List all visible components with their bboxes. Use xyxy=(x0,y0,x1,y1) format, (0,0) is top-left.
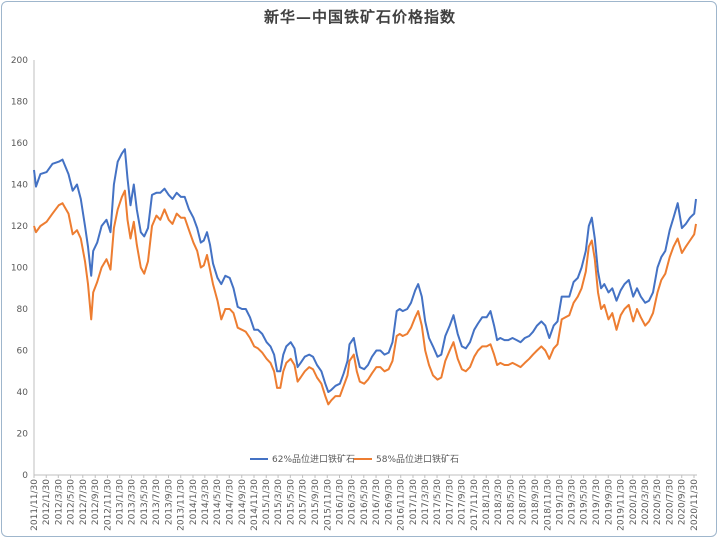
x-tick-label: 2019/9/30 xyxy=(604,479,614,525)
x-tick-label: 2012/11/30 xyxy=(103,479,113,531)
x-tick-label: 2017/7/30 xyxy=(445,479,455,525)
series-line-2 xyxy=(33,189,697,406)
x-tick-label: 2019/7/30 xyxy=(592,479,602,525)
x-tick-label: 2015/5/30 xyxy=(286,479,296,525)
y-tick-label: 180 xyxy=(11,98,28,108)
x-tick-label: 2014/11/30 xyxy=(250,479,260,531)
x-tick-label: 2016/1/30 xyxy=(336,479,346,525)
y-tick-label: 120 xyxy=(11,222,28,232)
x-tick-label: 2014/3/30 xyxy=(201,479,211,525)
y-tick-label: 200 xyxy=(11,56,28,66)
x-tick-label: 2017/3/30 xyxy=(421,479,431,525)
x-tick-label: 2015/11/30 xyxy=(323,479,333,531)
x-tick-label: 2020/9/30 xyxy=(678,479,688,525)
y-tick-label: 80 xyxy=(17,305,29,315)
axes xyxy=(33,60,697,476)
x-tick-label: 2013/1/30 xyxy=(116,479,126,525)
y-tick-label: 140 xyxy=(11,181,28,191)
x-tick-label: 2019/5/30 xyxy=(580,479,590,525)
x-tick-label: 2020/3/30 xyxy=(641,479,651,525)
x-tick-label: 2019/3/30 xyxy=(567,479,577,525)
x-tick-label: 2015/7/30 xyxy=(299,479,309,525)
x-tick-label: 2015/9/30 xyxy=(311,479,321,525)
x-tick-label: 2018/11/30 xyxy=(543,479,553,531)
series-lines xyxy=(33,148,697,406)
legend-label-1: 62%品位进口铁矿石 xyxy=(272,453,355,465)
chart-title: 新华—中国铁矿石价格指数 xyxy=(263,8,456,26)
x-tick-label: 2017/1/30 xyxy=(409,479,419,525)
x-tick-label: 2012/9/30 xyxy=(91,479,101,525)
y-tick-label: 40 xyxy=(17,388,29,398)
x-tick-label: 2015/3/30 xyxy=(274,479,284,525)
x-tick-label: 2013/9/30 xyxy=(164,479,174,525)
x-tick-label: 2016/3/30 xyxy=(348,479,358,525)
y-tick-label: 20 xyxy=(17,430,29,440)
legend-label-2: 58%品位进口铁矿石 xyxy=(376,453,459,465)
x-tick-label: 2013/11/30 xyxy=(177,479,187,531)
y-tick-label: 0 xyxy=(22,471,28,481)
y-axis-ticks: 0 20 40 60 80 100 120 140 160 180 200 xyxy=(11,56,28,481)
x-tick-label: 2018/7/30 xyxy=(519,479,529,525)
x-tick-label: 2016/5/30 xyxy=(360,479,370,525)
x-tick-label: 2014/1/30 xyxy=(189,479,199,525)
x-tick-label: 2017/5/30 xyxy=(433,479,443,525)
y-tick-label: 100 xyxy=(11,264,28,274)
x-tick-label: 2013/3/30 xyxy=(128,479,138,525)
x-tick-label: 2020/5/30 xyxy=(653,479,663,525)
x-tick-label: 2020/1/30 xyxy=(629,479,639,525)
x-tick-label: 2018/3/30 xyxy=(494,479,504,525)
x-tick-label: 2012/3/30 xyxy=(54,479,64,525)
x-tick-label: 2020/7/30 xyxy=(665,479,675,525)
x-tick-label: 2015/1/30 xyxy=(262,479,272,525)
x-tick-label: 2013/5/30 xyxy=(140,479,150,525)
x-tick-label: 2016/9/30 xyxy=(384,479,394,525)
x-tick-label: 2019/1/30 xyxy=(556,479,566,525)
x-tick-label: 2011/11/30 xyxy=(30,479,40,531)
x-tick-label: 2020/11/30 xyxy=(690,479,700,531)
x-tick-label: 2012/7/30 xyxy=(79,479,89,525)
y-tick-label: 60 xyxy=(17,347,29,357)
y-tick-label: 160 xyxy=(11,139,28,149)
x-tick-label: 2018/9/30 xyxy=(531,479,541,525)
x-tick-label: 2012/1/30 xyxy=(42,479,52,525)
x-tick-label: 2014/9/30 xyxy=(238,479,248,525)
x-tick-label: 2017/9/30 xyxy=(458,479,468,525)
x-tick-label: 2014/5/30 xyxy=(213,479,223,525)
x-tick-label: 2016/11/30 xyxy=(397,479,407,531)
x-tick-label: 2012/5/30 xyxy=(67,479,77,525)
legend: 62%品位进口铁矿石 58%品位进口铁矿石 xyxy=(250,453,459,465)
x-axis-ticks: 2011/11/30 2012/1/30 2012/3/30 2012/5/30 201… xyxy=(30,475,700,531)
x-tick-label: 2014/7/30 xyxy=(225,479,235,525)
series-line-1 xyxy=(33,148,697,393)
x-tick-label: 2019/11/30 xyxy=(617,479,627,531)
x-tick-label: 2013/7/30 xyxy=(152,479,162,525)
x-tick-label: 2018/5/30 xyxy=(506,479,516,525)
x-tick-label: 2016/7/30 xyxy=(372,479,382,525)
x-tick-label: 2018/1/30 xyxy=(482,479,492,525)
x-tick-label: 2017/11/30 xyxy=(470,479,480,531)
